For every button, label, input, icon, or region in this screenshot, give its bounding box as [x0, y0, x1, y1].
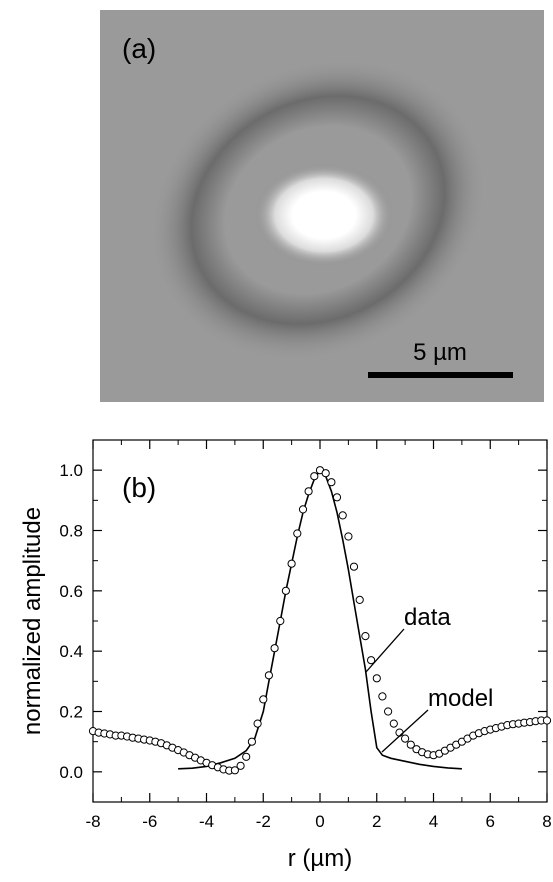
- model-annotation-leader: [381, 709, 429, 753]
- data-point: [259, 695, 268, 704]
- data-point: [242, 752, 251, 761]
- data-point: [372, 674, 381, 683]
- x-axis-ticks: -8 -6 -4 -2 0 2 4 6 8: [85, 440, 552, 831]
- panel-a-image: (a) 5 µm: [100, 10, 544, 402]
- y-axis-ticks: 0.0 0.2 0.4 0.6 0.8 1.0: [59, 439, 547, 803]
- plot-frame: [92, 439, 548, 803]
- data-point: [361, 632, 370, 641]
- x-tick-label: -2: [256, 812, 271, 831]
- y-tick-label: 0.6: [59, 582, 83, 601]
- x-tick-label: 8: [542, 812, 551, 831]
- y-tick-label: 0.2: [59, 703, 83, 722]
- x-axis-title: r (µm): [288, 845, 352, 872]
- data-point: [253, 719, 262, 728]
- y-tick-label: 0.8: [59, 522, 83, 541]
- data-point: [378, 692, 387, 701]
- y-tick-label: 0.4: [59, 642, 83, 661]
- data-point: [298, 505, 308, 514]
- data-point: [344, 532, 353, 541]
- x-tick-label: -4: [199, 812, 214, 831]
- data-point: [276, 616, 285, 626]
- x-tick-label: 0: [315, 812, 324, 831]
- data-series: [88, 466, 552, 775]
- x-tick-label: -8: [85, 812, 100, 831]
- data-point: [304, 487, 313, 496]
- data-point: [270, 644, 279, 653]
- scale-bar-label: 5 µm: [413, 339, 467, 366]
- data-point: [367, 656, 376, 665]
- data-point: [236, 761, 245, 770]
- data-point: [401, 734, 410, 743]
- data-point: [230, 766, 239, 775]
- data-point: [384, 707, 393, 716]
- data-point: [293, 529, 302, 538]
- x-tick-label: -6: [142, 812, 157, 831]
- x-tick-label: 6: [486, 812, 495, 831]
- x-tick-label: 4: [429, 812, 438, 831]
- panel-b-label: (b): [122, 472, 156, 503]
- data-point: [264, 671, 273, 680]
- y-axis-title: normalized amplitude: [19, 507, 46, 735]
- bright-spot: [254, 163, 394, 267]
- data-annotation-leader: [365, 628, 405, 673]
- panel-a-label: (a): [122, 33, 156, 64]
- model-annotation: model: [428, 685, 493, 712]
- data-point: [247, 737, 256, 746]
- data-point: [310, 472, 319, 481]
- data-point: [327, 478, 336, 487]
- data-point: [406, 740, 415, 749]
- data-annotation: data: [404, 604, 451, 631]
- y-tick-label: 1.0: [59, 461, 83, 480]
- data-point: [287, 559, 296, 568]
- scale-bar: [368, 372, 513, 378]
- y-tick-label: 0.0: [59, 763, 83, 782]
- data-point: [332, 493, 342, 502]
- data-point: [389, 719, 398, 728]
- data-point: [349, 562, 359, 571]
- data-point: [338, 511, 347, 520]
- panel-b-plot: 0.0 0.2 0.4 0.6 0.8 1.0 -8 -6 -4 -2 0 2 4 6 8 (b) dat…: [19, 439, 552, 872]
- data-point: [542, 716, 552, 725]
- data-point: [355, 595, 364, 605]
- data-point: [281, 586, 290, 595]
- data-point: [395, 728, 404, 737]
- x-tick-label: 2: [372, 812, 381, 831]
- data-point: [321, 469, 330, 478]
